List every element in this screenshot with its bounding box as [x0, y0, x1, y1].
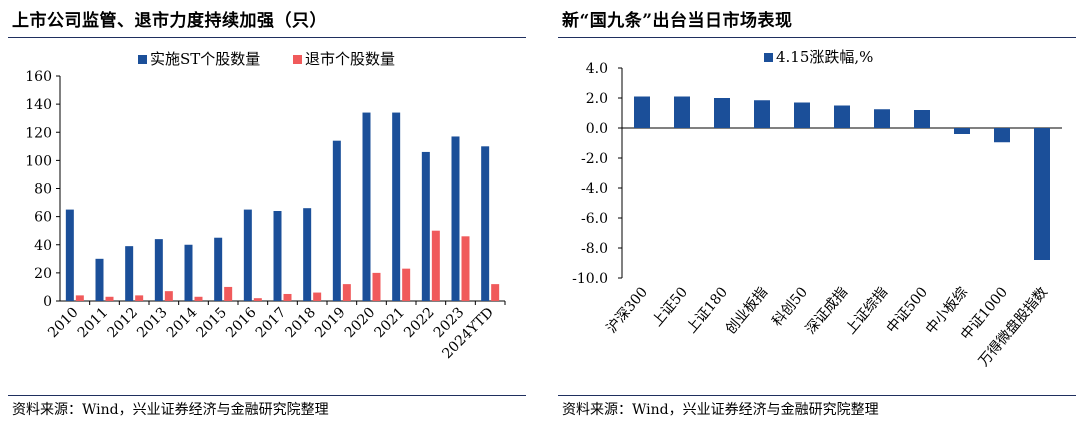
right-panel-title: 新“国九条”出台当日市场表现: [562, 11, 793, 31]
x-tick-label: 万得微盘股指数: [975, 284, 1051, 370]
left-top-rule: [8, 37, 526, 38]
bar-st: [362, 112, 371, 301]
x-tick-label: 2016: [223, 304, 260, 341]
bar-st: [125, 246, 134, 301]
legend-swatch-change: [764, 53, 773, 62]
bar-index-change: [1034, 128, 1050, 260]
x-tick-label: 2021: [371, 305, 408, 342]
bar-st: [95, 258, 104, 301]
y-tick-label: 0.0: [586, 121, 608, 137]
x-tick-label: 2013: [134, 305, 171, 342]
x-tick-label: 2014: [164, 304, 201, 341]
x-tick-label: 深证成指: [803, 284, 851, 337]
bar-delisted: [253, 298, 262, 301]
right-top-rule: [558, 37, 1076, 38]
y-tick-label: 120: [25, 125, 52, 141]
bar-delisted: [283, 293, 292, 301]
x-tick-label: 2022: [401, 305, 438, 342]
bar-st: [273, 211, 282, 301]
y-tick-label: 80: [34, 182, 52, 198]
bar-st: [481, 146, 490, 301]
y-tick-label: 160: [25, 69, 52, 85]
y-tick-label: -6.0: [581, 211, 608, 227]
bar-st: [65, 209, 74, 301]
bar-index-change: [634, 96, 650, 128]
right-panel: 新“国九条”出台当日市场表现 4.0 2.0 0.0 -2.0 -4.0 -6.0 -8.0…: [550, 0, 1080, 421]
bar-delisted: [313, 292, 322, 301]
bar-st: [184, 244, 193, 301]
bar-delisted: [135, 295, 144, 301]
y-tick-label: 4.0: [586, 61, 608, 77]
x-tick-label: 2019: [312, 305, 349, 342]
bar-index-change: [754, 100, 770, 128]
right-bottom-rule: [558, 395, 1076, 396]
x-tick-label: 沪深300: [604, 284, 651, 336]
x-tick-label: 创业板指: [723, 284, 771, 337]
bar-index-change: [914, 110, 930, 128]
bar-index-change: [874, 109, 890, 128]
bar-delisted: [372, 272, 381, 301]
x-tick-label: 上证50: [649, 284, 691, 329]
bar-delisted: [342, 284, 351, 301]
bar-st: [154, 239, 163, 301]
bar-index-change: [674, 96, 690, 128]
right-source-note: 资料来源：Wind，兴业证券经济与金融研究院整理: [562, 402, 879, 418]
bar-delisted: [194, 296, 203, 301]
left-panel: 上市公司监管、退市力度持续加强（只） 0 20 40 60 80 100 120 140 160…: [0, 0, 530, 421]
y-tick-label: -2.0: [581, 151, 608, 167]
bar-delisted: [164, 291, 173, 301]
bar-delisted: [491, 284, 500, 301]
legend-label-st: 实施ST个股数量: [150, 50, 260, 68]
y-tick-label: 20: [34, 266, 52, 282]
bar-delisted: [105, 296, 114, 301]
y-tick-label: 40: [34, 238, 52, 254]
bar-delisted: [224, 286, 233, 301]
bar-st: [451, 136, 460, 301]
y-tick-label: -10.0: [572, 271, 608, 287]
st-delisting-chart: 0204060801001201401602010201120122013201…: [25, 50, 506, 362]
y-tick-label: -4.0: [581, 181, 608, 197]
left-panel-title: 上市公司监管、退市力度持续加强（只）: [12, 11, 327, 31]
x-tick-label: 2017: [253, 305, 290, 342]
x-tick-label: 上证综指: [843, 284, 891, 337]
bar-st: [303, 208, 312, 301]
bar-index-change: [994, 128, 1010, 143]
bar-st: [243, 209, 252, 301]
y-tick-label: 100: [25, 153, 52, 169]
x-tick-label: 2020: [342, 305, 379, 342]
x-tick-label: 2018: [282, 305, 319, 342]
y-tick-label: 140: [25, 97, 52, 113]
bar-index-change: [954, 128, 970, 134]
bar-index-change: [714, 98, 730, 128]
y-tick-label: 2.0: [586, 91, 608, 107]
legend-swatch-st: [138, 55, 147, 64]
bar-delisted: [75, 295, 84, 301]
left-bottom-rule: [8, 395, 526, 396]
legend-swatch-delisted: [293, 55, 302, 64]
y-tick-label: 0: [43, 294, 52, 310]
bar-delisted: [431, 230, 440, 301]
x-tick-label: 2015: [193, 305, 230, 342]
y-tick-label: -8.0: [581, 241, 608, 257]
bar-st: [332, 140, 341, 301]
bar-delisted: [402, 268, 411, 301]
x-tick-label: 2011: [75, 305, 112, 342]
bar-st: [421, 151, 430, 301]
bar-index-change: [794, 102, 810, 128]
bar-st: [392, 112, 401, 301]
bar-index-change: [834, 105, 850, 128]
y-tick-label: 60: [34, 210, 52, 226]
bar-st: [214, 237, 223, 301]
left-source-note: 资料来源：Wind，兴业证券经济与金融研究院整理: [12, 402, 329, 418]
legend-label-delisted: 退市个股数量: [305, 50, 395, 68]
x-tick-label: 2012: [104, 305, 141, 342]
x-tick-label: 科创50: [769, 284, 811, 329]
bar-delisted: [461, 236, 470, 301]
legend-label-change: 4.15涨跌幅,%: [776, 48, 873, 66]
